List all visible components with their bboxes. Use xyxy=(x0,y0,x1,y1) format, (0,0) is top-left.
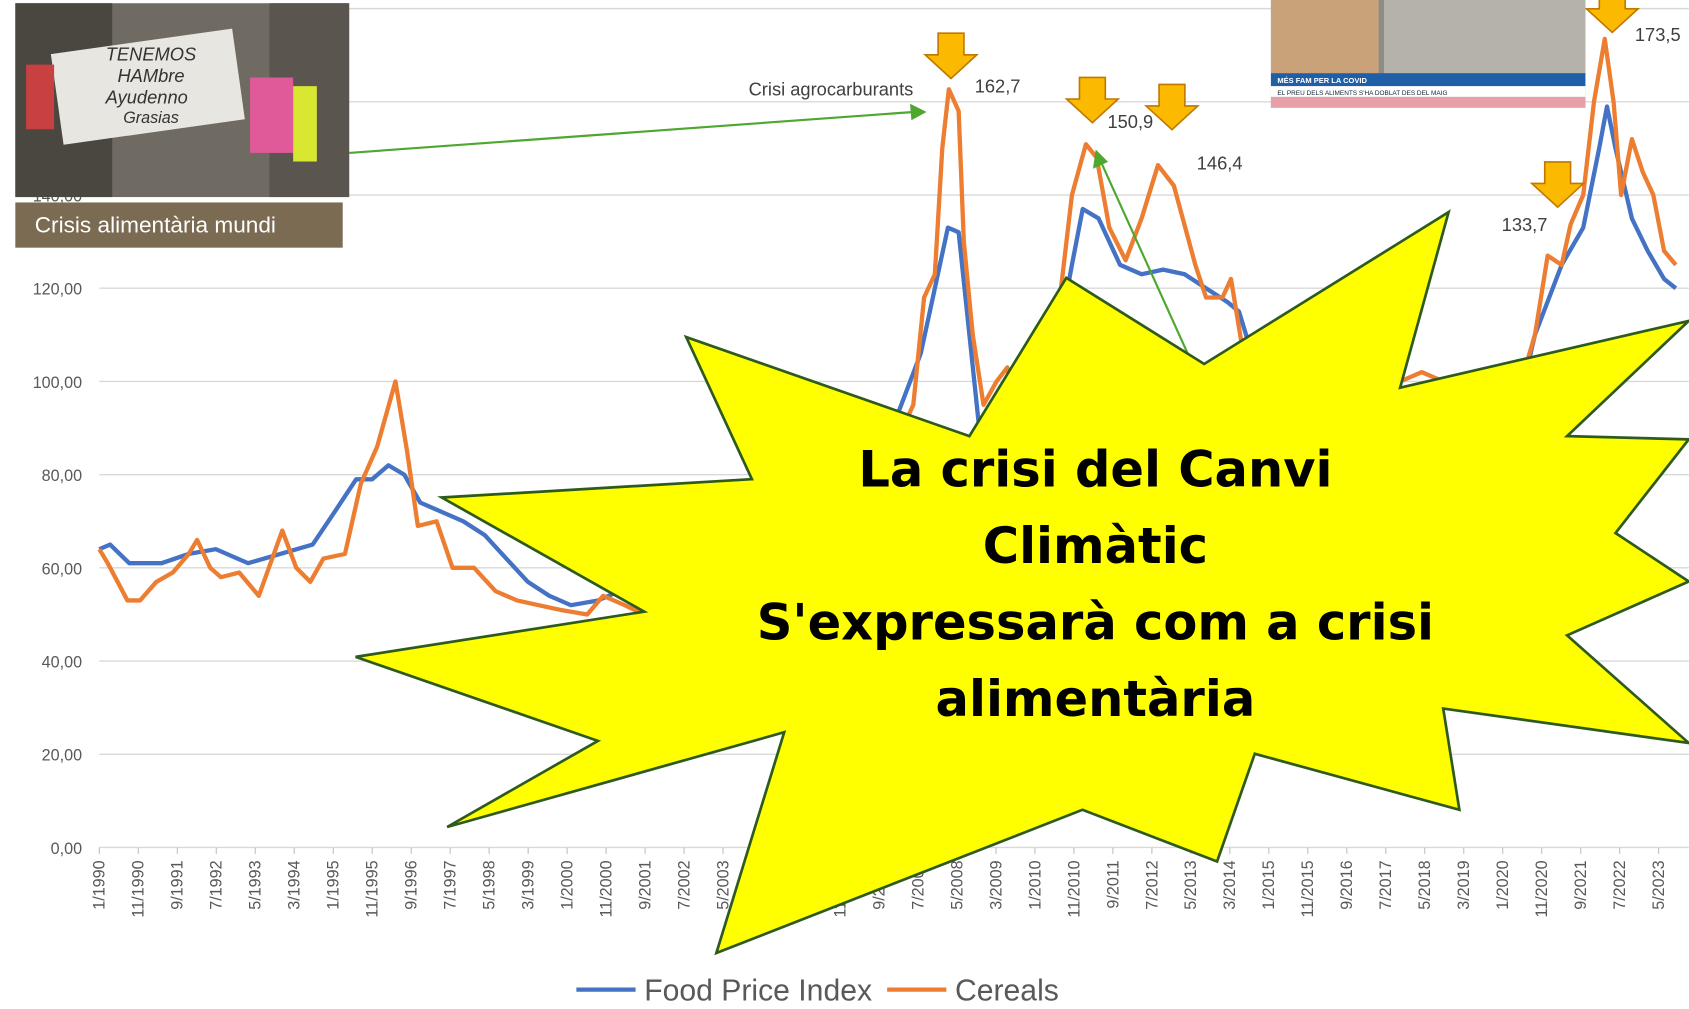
x-tick-label: 5/2018 xyxy=(1416,860,1434,909)
y-tick-label: 100,00 xyxy=(33,374,82,392)
x-tick-label: 3/1999 xyxy=(520,860,538,909)
x-tick-label: 11/2020 xyxy=(1533,860,1551,917)
x-tick-label: 9/1991 xyxy=(169,860,187,909)
x-tick-label: 7/2022 xyxy=(1611,860,1629,909)
x-tick-label: 5/1998 xyxy=(481,860,499,909)
x-tick-label: 7/2012 xyxy=(1143,860,1161,909)
x-tick-label: 7/1997 xyxy=(442,860,460,909)
x-tick-label: 7/1992 xyxy=(208,860,226,909)
x-tick-label: 11/2000 xyxy=(597,860,615,917)
x-tick-label: 9/2011 xyxy=(1104,860,1122,908)
peak-arrow xyxy=(1144,83,1200,131)
callout-text: La crisi del Canvi xyxy=(858,441,1332,499)
photo-sign-text: Ayudenno xyxy=(105,86,188,107)
tv-ruins xyxy=(1383,0,1586,74)
data-label: 173,5 xyxy=(1635,24,1681,45)
peak-arrow xyxy=(1064,76,1121,124)
y-tick-label: 80,00 xyxy=(42,467,82,485)
x-tick-label: 11/1990 xyxy=(130,860,148,917)
tv-bar xyxy=(1270,86,1586,97)
callout-text: alimentària xyxy=(936,670,1256,728)
photo-person xyxy=(293,86,317,162)
x-tick-label: 9/1996 xyxy=(403,860,421,909)
x-tick-label: 1/1995 xyxy=(325,860,343,909)
tv-bar xyxy=(1270,73,1586,87)
x-tick-label: 11/2015 xyxy=(1299,860,1317,917)
x-tick-label: 11/2010 xyxy=(1065,860,1083,917)
tv-presenter xyxy=(1270,0,1379,76)
pointer-arrow xyxy=(1099,161,1195,367)
starburst xyxy=(355,209,1689,956)
tv-caption: EL PREU DELS ALIMENTS S'HA DOBLAT DES DE… xyxy=(1277,90,1447,97)
pointer-arrows xyxy=(349,103,1195,367)
photo: TENEMOS HAMbre Ayudenno Grasias Crisis a… xyxy=(15,3,350,248)
x-tick-label: 1/2015 xyxy=(1260,860,1278,909)
y-tick-label: 120,00 xyxy=(33,281,82,299)
x-tick-label: 1/2000 xyxy=(559,860,577,909)
x-tick-label: 3/1994 xyxy=(286,860,304,909)
legend-label: Food Price Index xyxy=(644,974,872,1007)
photo-banner xyxy=(50,28,245,145)
x-tick-label: 9/2021 xyxy=(1572,860,1590,909)
x-tick-label: 3/2009 xyxy=(987,860,1005,909)
x-tick-label: 1/2020 xyxy=(1494,860,1512,909)
photo-sign-text: HAMbre xyxy=(117,65,184,86)
x-tick-label: 5/2013 xyxy=(1182,860,1200,909)
x-tick-label: 5/1993 xyxy=(247,860,265,909)
annotation: Crisi agrocarburants xyxy=(749,79,914,100)
x-tick-label: 1/1990 xyxy=(91,860,109,909)
x-tick-label: 7/2002 xyxy=(675,860,693,909)
x-tick-label: 9/2016 xyxy=(1338,860,1356,909)
arrow-head xyxy=(1092,149,1109,169)
y-tick-label: 0,00 xyxy=(51,840,82,858)
x-tick-label: 11/1995 xyxy=(364,860,382,917)
annotations: 162,7 Crisi agrocarburants 150,9 146,4 133,7… xyxy=(749,0,1681,235)
photo-caption: Crisis alimentària mundi xyxy=(35,213,276,238)
photo-person xyxy=(250,77,294,153)
data-label: 133,7 xyxy=(1502,214,1548,235)
tv-thumbnail: MÉS FAM PER LA COVID EL PREU DELS ALIMEN… xyxy=(1270,0,1586,108)
pointer-arrow xyxy=(349,110,914,154)
peak-arrow xyxy=(923,32,979,80)
data-label: 162,7 xyxy=(975,75,1021,96)
callout-text: Climàtic xyxy=(983,517,1208,575)
x-tick-label: 7/2017 xyxy=(1377,860,1395,909)
data-label: 146,4 xyxy=(1197,153,1243,174)
x-tick-label: 1/2010 xyxy=(1026,860,1044,909)
peak-arrow xyxy=(1529,161,1586,209)
y-tick-label: 20,00 xyxy=(42,747,82,765)
data-label: 150,9 xyxy=(1107,111,1153,132)
photo-sign-text: TENEMOS xyxy=(106,43,196,64)
callout-text: S'expressarà com a crisi xyxy=(757,594,1434,652)
x-tick-label: 5/2023 xyxy=(1650,860,1668,909)
x-tick-label: 3/2014 xyxy=(1221,860,1239,909)
x-tick-label: 5/2008 xyxy=(948,860,966,909)
legend-label: Cereals xyxy=(955,974,1059,1007)
caption-band xyxy=(15,202,343,248)
legend: Food Price Index Cereals xyxy=(576,974,1059,1007)
photo-sign-text: Grasias xyxy=(123,109,179,127)
photo-person xyxy=(26,64,55,130)
y-tick-label: 40,00 xyxy=(42,654,82,672)
tv-caption: MÉS FAM PER LA COVID xyxy=(1277,76,1367,85)
arrow-head xyxy=(910,103,927,121)
tv-bar xyxy=(1270,96,1586,108)
x-tick-label: 9/2001 xyxy=(636,860,654,909)
x-tick-label: 3/2019 xyxy=(1455,860,1473,909)
x-tick-label: 5/2003 xyxy=(714,860,732,909)
y-tick-label: 60,00 xyxy=(42,560,82,578)
peak-arrow xyxy=(1584,0,1641,34)
